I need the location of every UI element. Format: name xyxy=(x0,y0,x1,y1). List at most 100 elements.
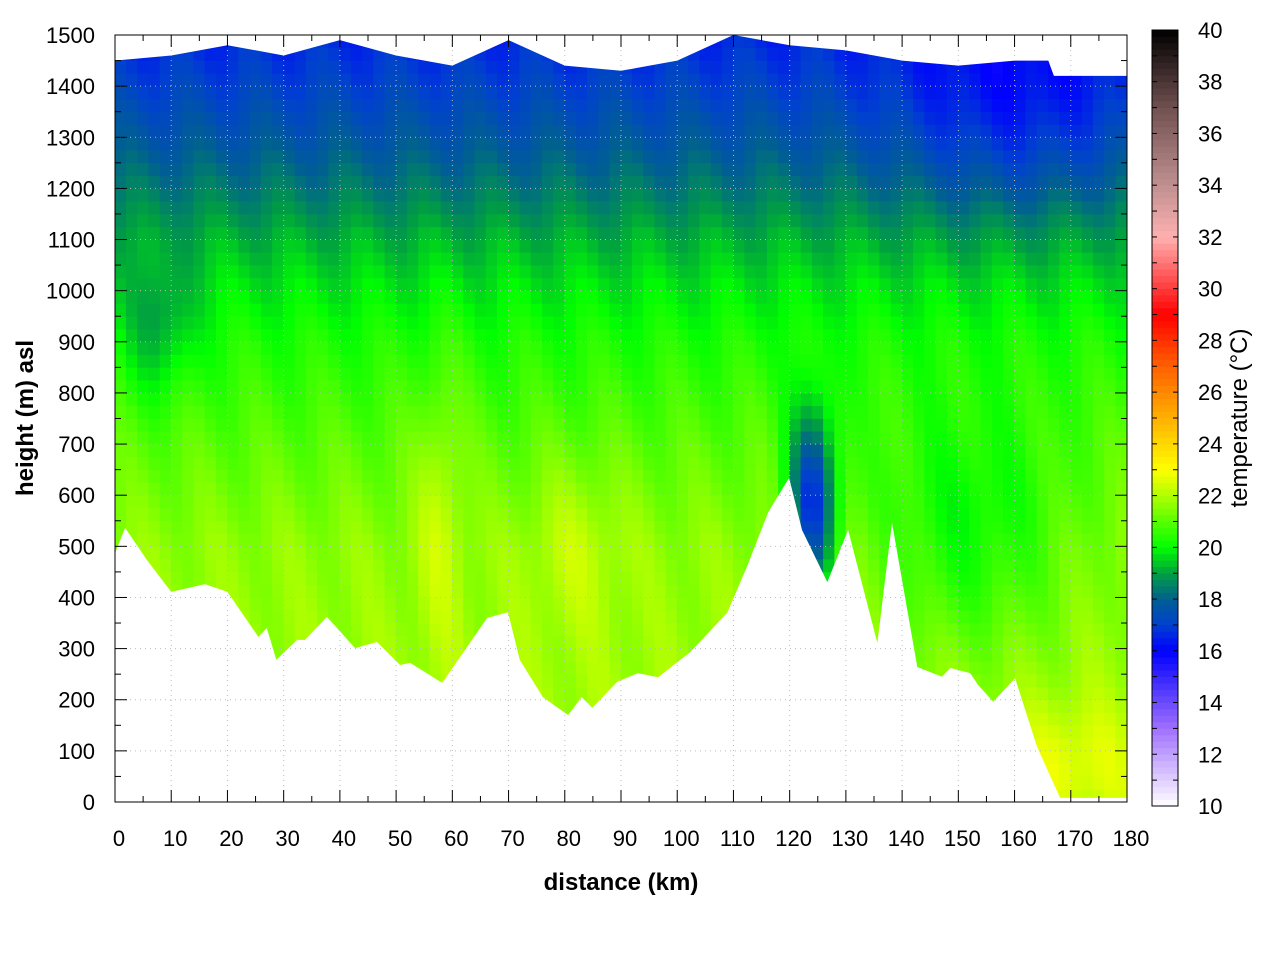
heatmap-cell xyxy=(845,277,858,291)
heatmap-cell xyxy=(272,507,284,522)
heatmap-cell xyxy=(373,315,386,330)
heatmap-cell xyxy=(744,149,757,164)
heatmap-cell xyxy=(991,558,1004,573)
heatmap-cell xyxy=(317,60,329,74)
heatmap-cell xyxy=(1036,430,1049,445)
heatmap-cell xyxy=(384,60,397,74)
heatmap-cell xyxy=(373,584,386,598)
heatmap-cell xyxy=(418,303,431,317)
heatmap-cell xyxy=(631,175,644,189)
heatmap-cell xyxy=(676,405,689,419)
heatmap-cell xyxy=(890,252,903,266)
heatmap-cell xyxy=(463,584,476,598)
heatmap-cell xyxy=(890,98,903,112)
heatmap-cell xyxy=(823,469,835,483)
heatmap-cell xyxy=(328,290,341,304)
heatmap-cell xyxy=(238,188,251,202)
heatmap-cell xyxy=(688,290,701,304)
heatmap-cell xyxy=(958,546,970,560)
heatmap-cell xyxy=(890,482,903,496)
heatmap-cell xyxy=(789,136,802,151)
heatmap-cell xyxy=(249,60,262,74)
heatmap-cell xyxy=(598,264,611,279)
heatmap-cell xyxy=(609,520,622,534)
heatmap-cell xyxy=(575,648,588,662)
heatmap-cell xyxy=(913,507,925,522)
heatmap-cell xyxy=(260,341,273,355)
heatmap-cell xyxy=(350,303,363,317)
heatmap-cell xyxy=(497,571,509,585)
heatmap-cell xyxy=(598,136,611,151)
heatmap-cell xyxy=(609,609,622,624)
heatmap-cell xyxy=(362,392,374,407)
heatmap-cell xyxy=(969,482,982,496)
heatmap-cell xyxy=(643,571,656,585)
heatmap-cell xyxy=(823,290,835,304)
heatmap-cell xyxy=(643,124,656,138)
heatmap-cell xyxy=(811,252,824,266)
heatmap-cell xyxy=(676,303,689,317)
heatmap-cell xyxy=(215,264,228,279)
heatmap-cell xyxy=(328,482,341,496)
heatmap-cell xyxy=(215,303,228,317)
heatmap-cell xyxy=(991,392,1004,407)
heatmap-cell xyxy=(744,482,757,496)
heatmap-cell xyxy=(418,136,431,151)
heatmap-cell xyxy=(125,124,138,138)
heatmap-cell xyxy=(991,418,1004,432)
heatmap-cell xyxy=(721,507,734,522)
heatmap-cell xyxy=(418,73,431,87)
heatmap-cell xyxy=(1014,558,1027,573)
heatmap-cell xyxy=(811,482,824,496)
heatmap-cell xyxy=(1025,482,1038,496)
heatmap-cell xyxy=(328,367,341,381)
heatmap-cell xyxy=(384,546,397,560)
heatmap-cell xyxy=(575,239,588,253)
heatmap-cell xyxy=(834,213,847,228)
heatmap-cell xyxy=(991,533,1004,547)
heatmap-cell xyxy=(238,98,251,112)
heatmap-cell xyxy=(643,290,656,304)
heatmap-cell xyxy=(429,213,442,228)
heatmap-cell xyxy=(294,200,307,215)
heatmap-cell xyxy=(238,533,251,547)
heatmap-cell xyxy=(125,482,138,496)
heatmap-cell xyxy=(384,85,397,100)
heatmap-cell xyxy=(744,239,757,253)
heatmap-cell xyxy=(452,136,464,151)
heatmap-cell xyxy=(125,226,138,240)
heatmap-cell xyxy=(958,443,970,458)
heatmap-cell xyxy=(384,124,397,138)
heatmap-cell xyxy=(440,149,453,164)
heatmap-cell xyxy=(485,85,498,100)
heatmap-cell xyxy=(350,47,363,61)
heatmap-cell xyxy=(125,213,138,228)
heatmap-cell xyxy=(778,456,790,470)
heatmap-cell xyxy=(586,162,599,176)
heatmap-cell xyxy=(339,546,352,560)
heatmap-cell xyxy=(946,571,959,585)
heatmap-cell xyxy=(350,354,363,368)
heatmap-cell xyxy=(317,367,329,381)
heatmap-cell xyxy=(586,98,599,112)
heatmap-cell xyxy=(609,430,622,445)
heatmap-cell xyxy=(227,124,239,138)
heatmap-cell xyxy=(530,558,543,573)
heatmap-cell xyxy=(598,226,611,240)
heatmap-cell xyxy=(474,405,487,419)
heatmap-cell xyxy=(362,520,374,534)
heatmap-cell xyxy=(721,469,734,483)
heatmap-cell xyxy=(418,558,431,573)
heatmap-cell xyxy=(1003,507,1015,522)
heatmap-cell xyxy=(215,239,228,253)
heatmap-cell xyxy=(575,635,588,649)
heatmap-cell xyxy=(452,111,464,125)
heatmap-cell xyxy=(305,328,318,343)
heatmap-cell xyxy=(407,341,419,355)
heatmap-cell xyxy=(598,354,611,368)
heatmap-cell xyxy=(575,162,588,176)
heatmap-cell xyxy=(991,175,1004,189)
heatmap-cell xyxy=(879,354,892,368)
heatmap-cell xyxy=(676,290,689,304)
heatmap-cell xyxy=(452,533,464,547)
